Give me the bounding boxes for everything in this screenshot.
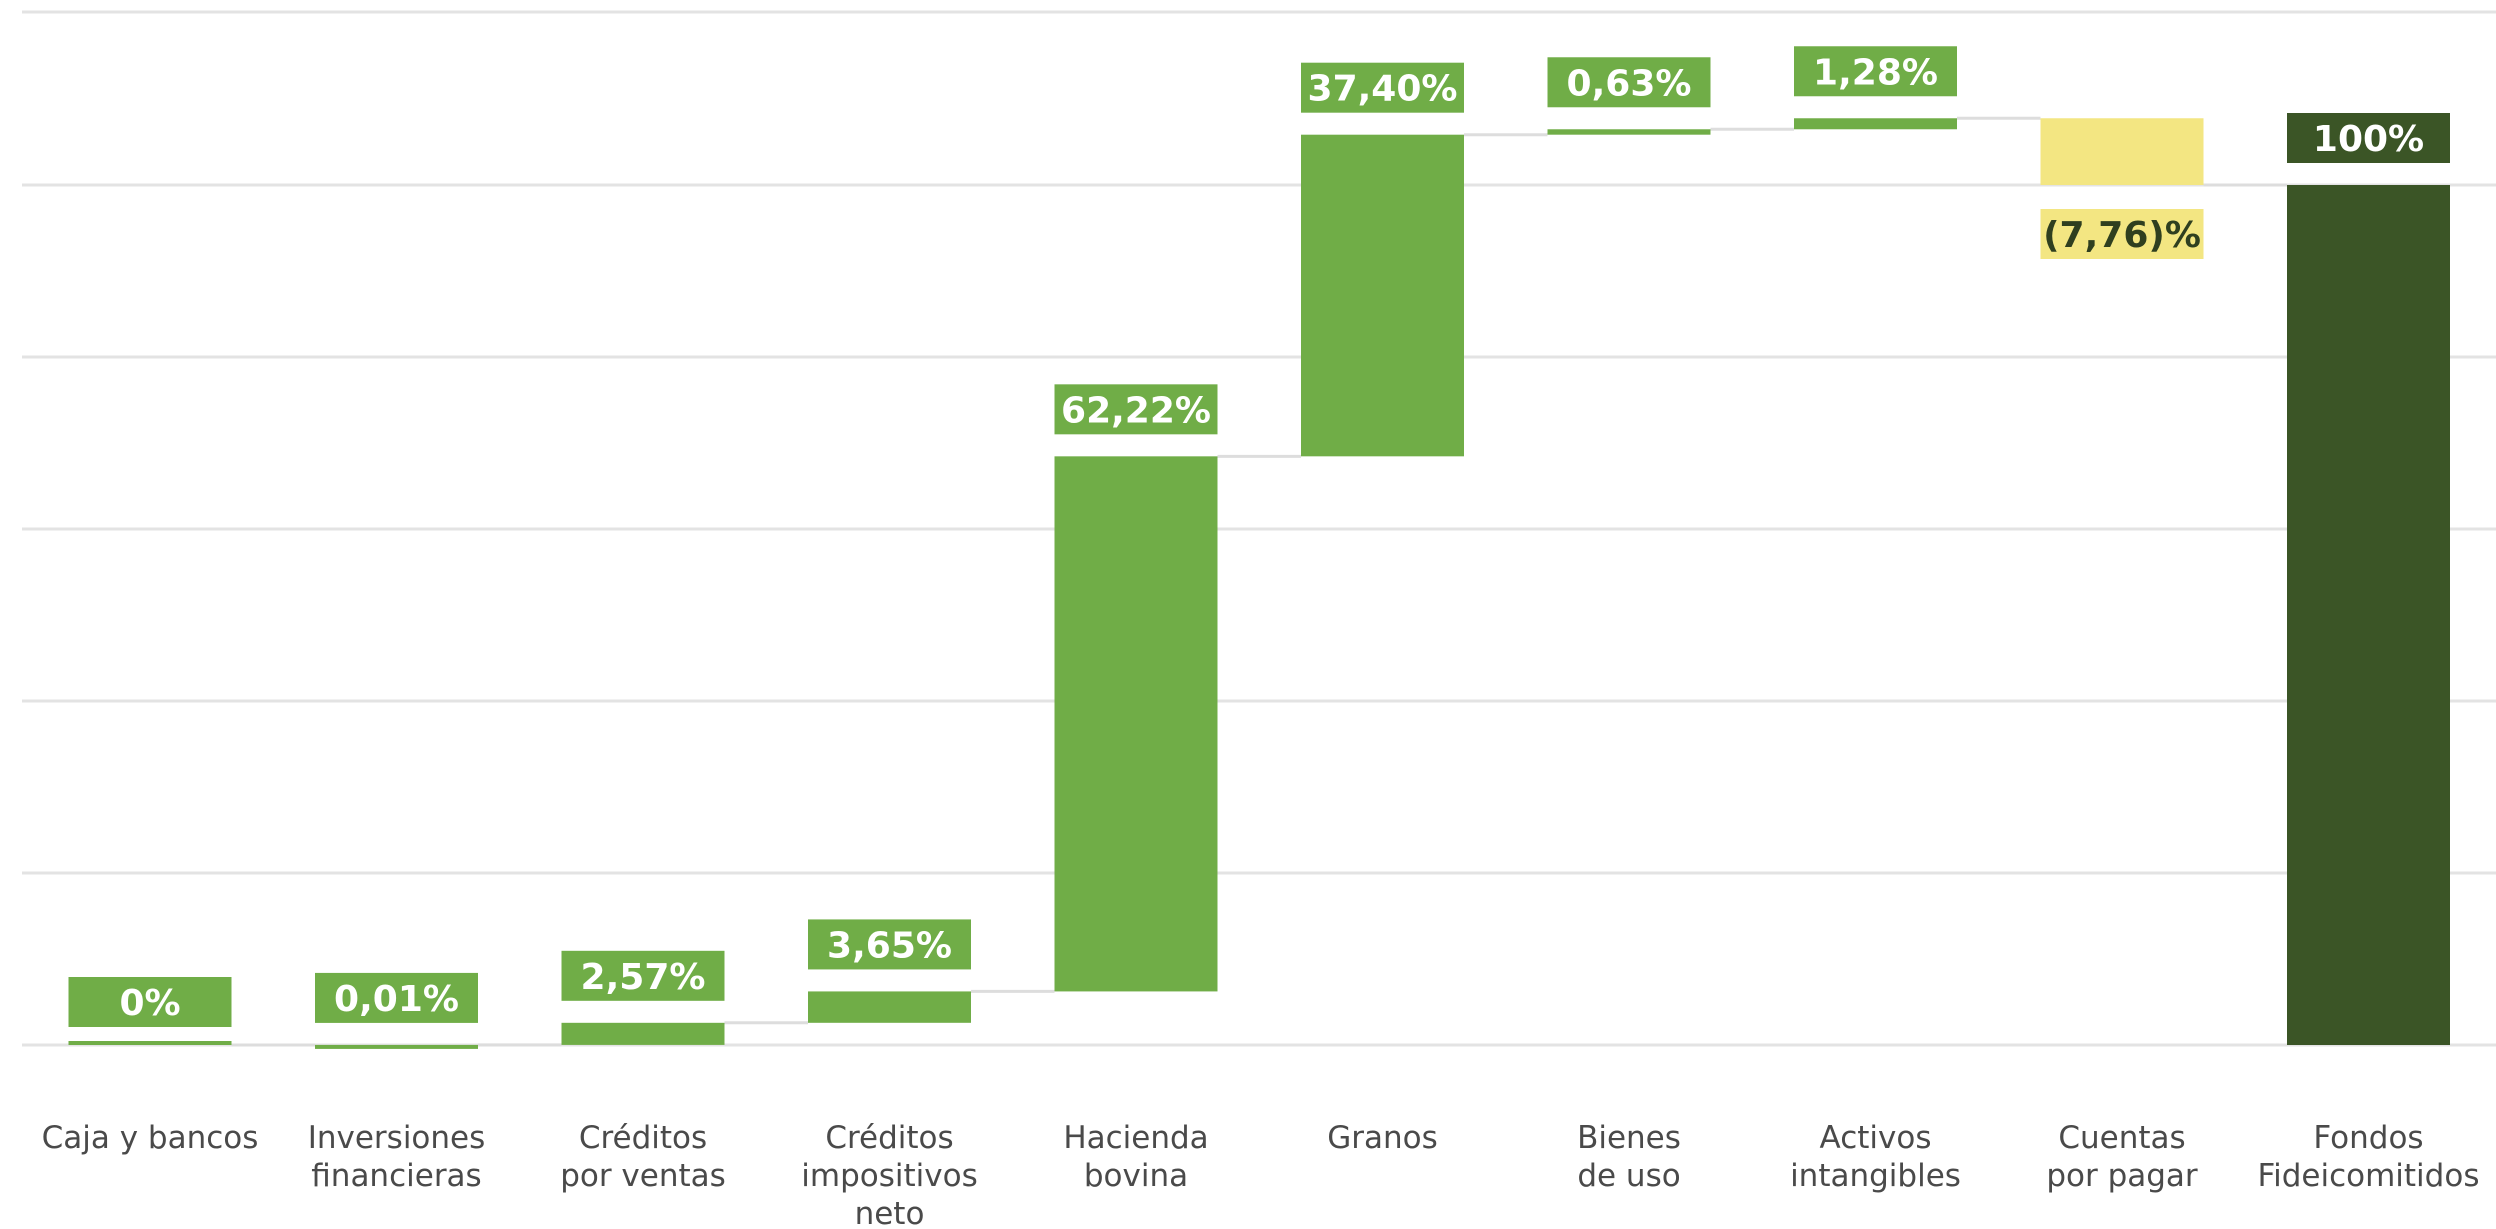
category-label: Inversiones xyxy=(308,1120,486,1156)
bar xyxy=(561,1022,725,1045)
value-label-box xyxy=(68,977,232,1027)
category-label: Granos xyxy=(1327,1120,1438,1156)
gridlines xyxy=(22,10,2496,1047)
category-label: neto xyxy=(855,1196,925,1229)
category-label: Bienes xyxy=(1577,1120,1681,1156)
value-label: 37,40% xyxy=(1308,69,1458,110)
bars xyxy=(68,118,2450,1049)
category-label: bovina xyxy=(1084,1158,1188,1194)
category-label: impositivos xyxy=(801,1158,977,1194)
bar xyxy=(1054,456,1218,992)
bar xyxy=(315,1044,478,1049)
value-label: 0,63% xyxy=(1567,63,1692,104)
value-label-box xyxy=(1547,57,1711,108)
bar xyxy=(1794,118,1957,130)
bar xyxy=(1547,129,1711,135)
category-label: financieras xyxy=(311,1158,481,1194)
category-label: intangibles xyxy=(1790,1158,1961,1194)
category-label: Créditos xyxy=(825,1120,953,1156)
category-label: por pagar xyxy=(2046,1158,2198,1194)
bar xyxy=(68,1041,232,1045)
value-label: 0% xyxy=(119,983,180,1024)
value-label: 3,65% xyxy=(827,925,952,966)
value-label-box xyxy=(808,919,971,970)
value-label-box xyxy=(2287,113,2450,163)
value-label: (7,76)% xyxy=(2043,215,2201,256)
bar xyxy=(1301,134,1464,457)
category-label: Fondos xyxy=(2313,1120,2423,1156)
value-label-box xyxy=(561,950,725,1001)
bar xyxy=(808,991,971,1023)
category-label: de uso xyxy=(1577,1158,1680,1194)
connector-lines xyxy=(231,116,2287,1047)
category-label: Hacienda xyxy=(1063,1120,1208,1156)
value-label-box xyxy=(1054,384,1218,435)
category-label: Caja y bancos xyxy=(42,1120,259,1156)
value-label: 0,01% xyxy=(334,979,459,1020)
bar xyxy=(2287,185,2450,1045)
value-labels: 0% 0,01% 2,57% 3,65% 62,22% 37,40% 0,63% 1,28% (… xyxy=(68,46,2450,1027)
category-label: Fideicomitidos xyxy=(2258,1158,2480,1194)
value-label-box xyxy=(2040,209,2204,259)
value-label-box xyxy=(1301,62,1464,113)
category-label: Activos xyxy=(1820,1120,1932,1156)
value-label: 1,28% xyxy=(1813,52,1938,93)
category-label: Créditos xyxy=(579,1120,707,1156)
value-label-box xyxy=(315,972,478,1023)
value-label-box xyxy=(1794,46,1957,97)
value-label: 62,22% xyxy=(1061,390,1211,431)
category-label: por ventas xyxy=(560,1158,726,1194)
value-label: 2,57% xyxy=(581,957,706,998)
value-label: 100% xyxy=(2313,119,2424,160)
category-label: Cuentas xyxy=(2058,1120,2185,1156)
bar xyxy=(2040,118,2204,185)
